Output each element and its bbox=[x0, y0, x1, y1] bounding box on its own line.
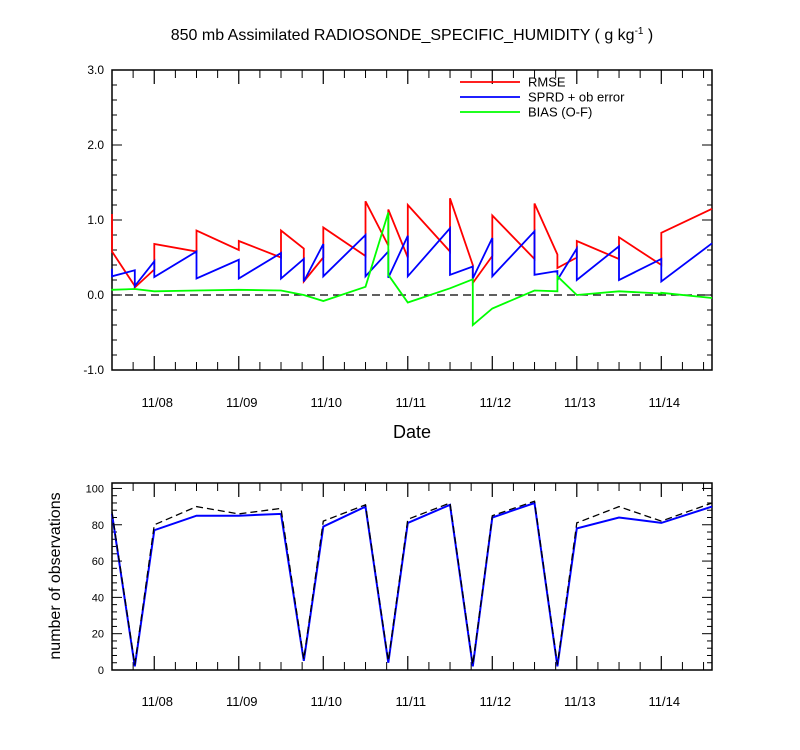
top-series bbox=[111, 198, 713, 327]
top-ytick-label: 1.0 bbox=[87, 213, 104, 227]
bottom-xtick-label: 11/10 bbox=[310, 694, 342, 709]
legend-label-sprd: SPRD + ob error bbox=[528, 90, 625, 105]
bottom-xtick-label: 11/08 bbox=[141, 694, 173, 709]
bottom-ytick-label: 100 bbox=[86, 483, 104, 495]
top-xtick-label: 11/09 bbox=[226, 395, 258, 410]
legend-label-bias: BIAS (O-F) bbox=[528, 105, 592, 120]
series-total-line bbox=[111, 500, 713, 665]
bottom-ytick-label: 20 bbox=[92, 629, 104, 641]
bottom-series bbox=[111, 500, 713, 667]
bottom-ytick-label: 60 bbox=[92, 556, 104, 568]
top-ytick-label: 3.0 bbox=[87, 63, 104, 77]
bottom-plot-frame bbox=[111, 482, 713, 671]
x-axis-label: Date bbox=[393, 422, 431, 442]
top-xtick-label: 11/13 bbox=[564, 395, 596, 410]
top-ytick-label: 0.0 bbox=[87, 288, 104, 302]
top-xtick-label: 11/08 bbox=[141, 395, 173, 410]
top-ytick-label: 2.0 bbox=[87, 138, 104, 152]
top-xtick-label: 11/12 bbox=[479, 395, 511, 410]
top-ytick-label: -1.0 bbox=[83, 363, 104, 377]
series-assimilated-line bbox=[111, 501, 713, 667]
bottom-panel: 0 20 40 60 80 100 11/08 11/09 11/10 11/11 11/12 11/… bbox=[47, 482, 713, 709]
bottom-xtick-label: 11/11 bbox=[395, 694, 426, 709]
series-bias-line bbox=[111, 212, 713, 327]
bottom-xtick-label: 11/12 bbox=[479, 694, 511, 709]
chart-title: 850 mb Assimilated RADIOSONDE_SPECIFIC_H… bbox=[171, 26, 654, 44]
top-panel: -1.0 0.0 1.0 2.0 3.0 11/08 11/09 11/10 11/11 11/1… bbox=[83, 63, 713, 442]
bottom-xtick-label: 11/14 bbox=[649, 694, 681, 709]
bottom-xtick-label: 11/09 bbox=[226, 694, 258, 709]
bottom-ytick-label: 40 bbox=[92, 592, 104, 604]
bottom-ytick-label: 80 bbox=[92, 520, 104, 532]
series-sprd-line bbox=[111, 225, 713, 289]
bottom-ytick-label: 0 bbox=[98, 665, 104, 677]
top-plot-frame bbox=[111, 69, 713, 371]
y-axis-label-observations: number of observations bbox=[47, 492, 64, 659]
bottom-xtick-label: 11/13 bbox=[564, 694, 596, 709]
top-xtick-label: 11/14 bbox=[649, 395, 681, 410]
bottom-axes: 0 20 40 60 80 100 11/08 11/09 11/10 11/11 11/12 11/… bbox=[86, 483, 712, 709]
top-xtick-label: 11/11 bbox=[395, 395, 426, 410]
series-rmse-line bbox=[111, 198, 713, 290]
legend-label-rmse: RMSE bbox=[528, 75, 566, 90]
top-axes: -1.0 0.0 1.0 2.0 3.0 11/08 11/09 11/10 11/11 11/1… bbox=[83, 63, 712, 410]
top-xtick-label: 11/10 bbox=[310, 395, 342, 410]
